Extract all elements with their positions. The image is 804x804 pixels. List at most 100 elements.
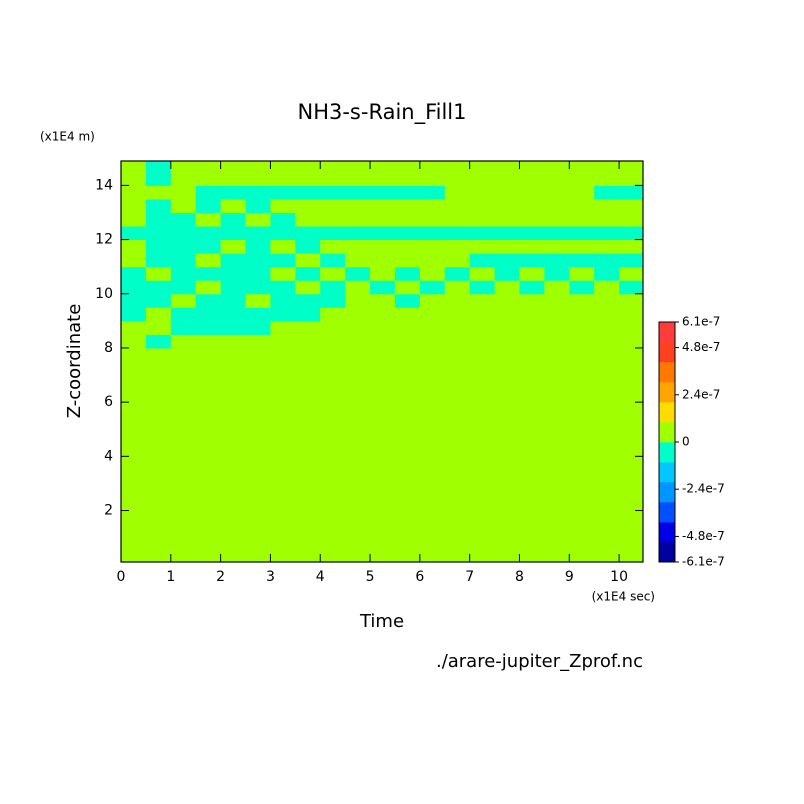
field-cell (295, 253, 321, 268)
field-cell (494, 185, 520, 200)
field-cell (295, 212, 321, 227)
field-cell (145, 293, 172, 308)
field-cell (320, 185, 346, 200)
field-cell (469, 198, 496, 213)
field-cell (370, 334, 396, 349)
field-cell (494, 239, 520, 254)
field-cell (469, 347, 496, 563)
field-cell (245, 334, 271, 349)
colorbar-band (659, 402, 675, 423)
colorbar-tick-label: 2.4e-7 (682, 387, 720, 401)
field-cell (245, 226, 271, 241)
colorbar-band (659, 481, 675, 503)
field-cell (544, 212, 570, 227)
field-cell (444, 293, 471, 308)
field-cell (145, 239, 172, 254)
field-cell (345, 239, 371, 254)
field-cell (444, 198, 471, 213)
field-cell (345, 198, 371, 213)
field-cell (121, 307, 147, 322)
field-cell (270, 161, 296, 186)
field-cell (394, 212, 421, 227)
field-cell (469, 266, 496, 281)
field-cell (220, 198, 247, 213)
field-cell (519, 239, 545, 254)
x-tick-label: 4 (316, 569, 325, 585)
field-cell (245, 280, 271, 295)
y-tick-label: 4 (104, 448, 113, 464)
colorbar-tick-label: 4.8e-7 (682, 340, 720, 354)
field-cell (394, 226, 421, 241)
field-cell (195, 307, 222, 322)
field-cell (619, 334, 644, 349)
field-cell (544, 253, 570, 268)
field-cell (145, 161, 172, 186)
x-axis-label: Time (359, 611, 404, 632)
field-cell (121, 239, 147, 254)
field-cell (295, 334, 321, 349)
field-cell (419, 226, 446, 241)
colorbar-band (659, 361, 675, 383)
field-cell (345, 307, 371, 322)
field-cell (170, 253, 197, 268)
field-cell (195, 226, 222, 241)
chart-title: NH3-s-Rain_Fill1 (297, 100, 466, 125)
field-cell (121, 293, 147, 308)
field-cell (594, 253, 620, 268)
plot-frame (120, 160, 644, 563)
field-cell (245, 266, 271, 281)
field-cell (370, 266, 396, 281)
colorbar-band (659, 322, 675, 343)
field-cell (494, 347, 520, 563)
field-cell (121, 253, 147, 268)
field-cell (444, 161, 471, 186)
field-cell (594, 293, 620, 308)
field-cell (121, 226, 147, 241)
field-cell (270, 266, 296, 281)
field-cell (170, 320, 197, 335)
field-cell (469, 212, 496, 227)
field-cell (270, 293, 296, 308)
field-cell (320, 280, 346, 295)
field-cell (394, 280, 421, 295)
field-cell (519, 212, 545, 227)
field-cell (419, 185, 446, 200)
field-cell (370, 280, 396, 295)
field-cell (170, 347, 197, 563)
field-cell (544, 307, 570, 322)
field-cell (170, 266, 197, 281)
field-cell (394, 334, 421, 349)
field-cell (494, 226, 520, 241)
field-cell (544, 293, 570, 308)
field-cell (594, 239, 620, 254)
field-cell (220, 239, 247, 254)
field-cell (220, 320, 247, 335)
field-cell (145, 253, 172, 268)
field-cell (569, 320, 595, 335)
field-cell (170, 212, 197, 227)
x-tick-label: 10 (610, 569, 628, 585)
field-cell (345, 320, 371, 335)
x-tick-label: 5 (366, 569, 375, 585)
field-cell (419, 212, 446, 227)
field-cell (270, 226, 296, 241)
field-cell (170, 198, 197, 213)
field-cell (469, 226, 496, 241)
field-cell (394, 239, 421, 254)
field-cell (370, 226, 396, 241)
field-cell (494, 280, 520, 295)
colorbar-band (659, 342, 675, 363)
field-cell (295, 266, 321, 281)
field-cell (594, 334, 620, 349)
field-cell (569, 266, 595, 281)
field-cell (594, 161, 620, 186)
field-cell (220, 226, 247, 241)
field-cell (245, 185, 271, 200)
field-cell (195, 334, 222, 349)
field-cell (519, 320, 545, 335)
field-cell (145, 334, 172, 349)
field-cell (419, 347, 446, 563)
field-cell (494, 212, 520, 227)
field-cell (544, 198, 570, 213)
field-cell (245, 307, 271, 322)
